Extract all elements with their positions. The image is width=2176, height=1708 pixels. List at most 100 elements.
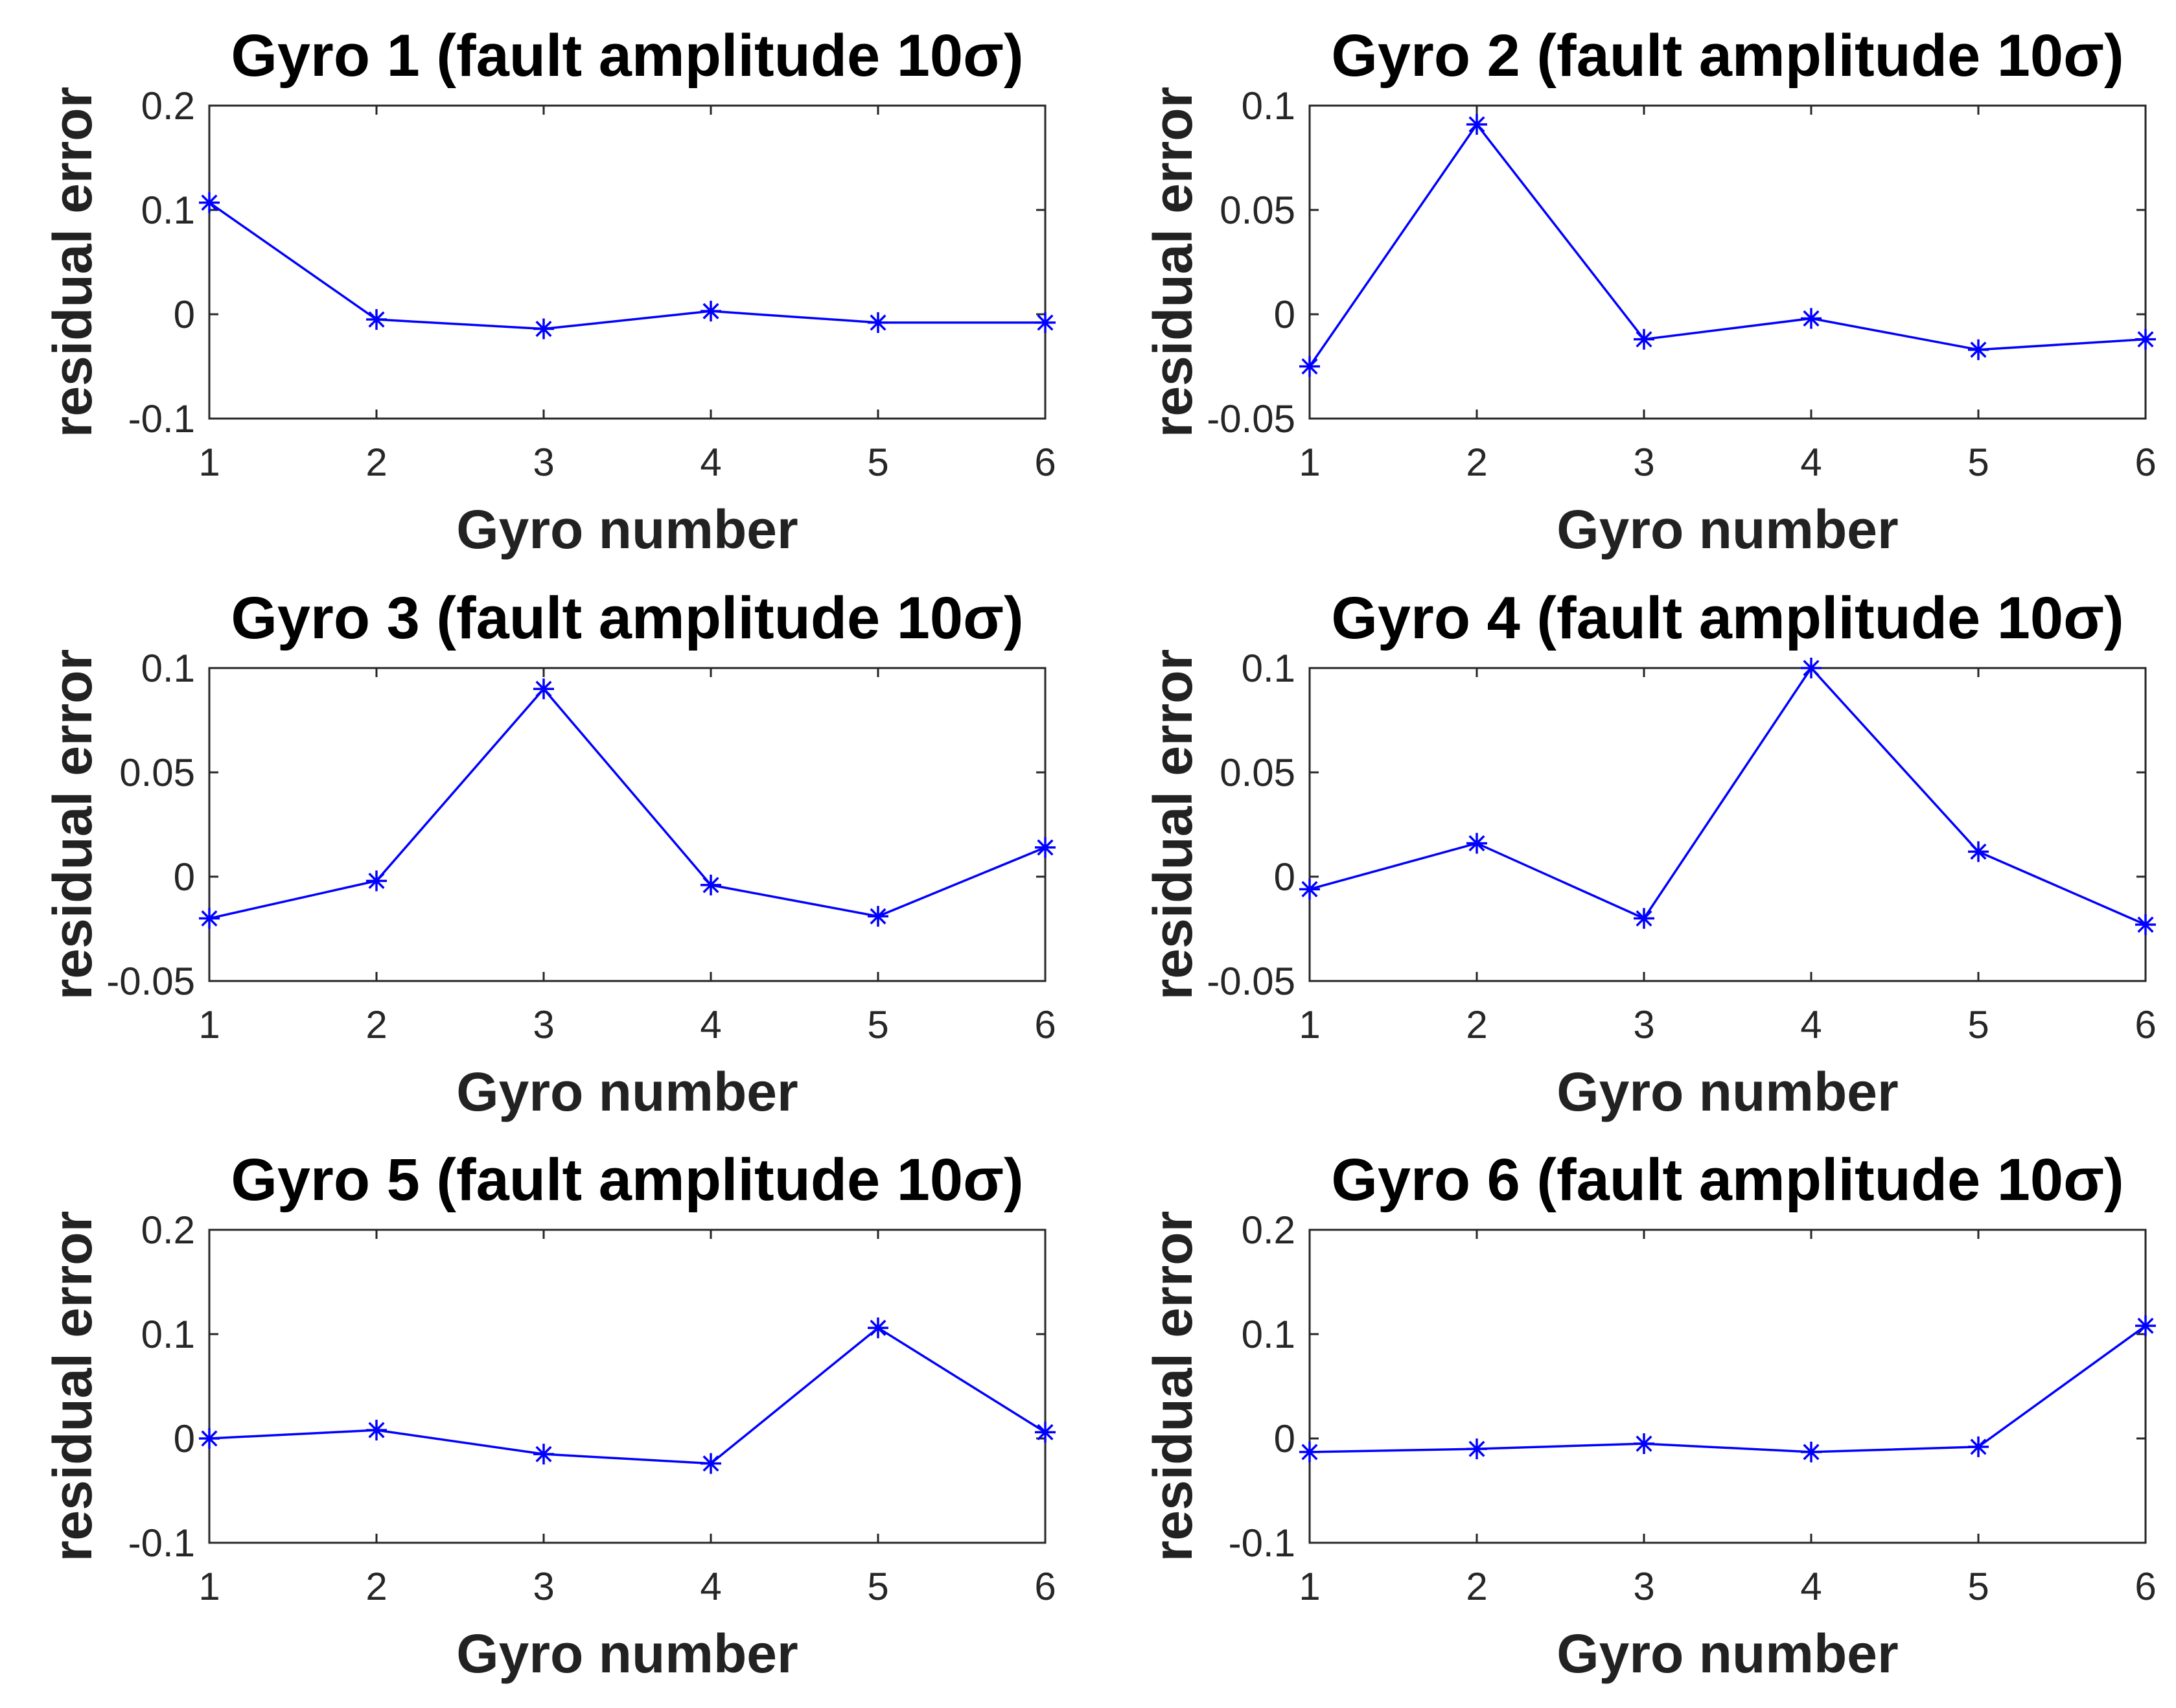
- data-point: [1968, 841, 1989, 862]
- x-tick-label: 4: [700, 1003, 721, 1046]
- data-point: [1299, 879, 1320, 900]
- y-tick-label: 0: [174, 1417, 195, 1460]
- data-point: [1299, 1441, 1320, 1462]
- subplot-gyro-4: Gyro 4 (fault amplitude 10σ) residual err…: [1142, 585, 2157, 1122]
- data-point: [2135, 914, 2156, 936]
- x-tick-label: 3: [533, 441, 554, 484]
- y-tick-label: 0: [1274, 1417, 1295, 1460]
- data-point: [366, 870, 387, 892]
- subplot-gyro-2: Gyro 2 (fault amplitude 10σ) residual err…: [1142, 23, 2157, 560]
- x-axis-label: Gyro number: [456, 1061, 798, 1122]
- data-point: [199, 1428, 220, 1449]
- x-tick-label: 1: [1299, 1565, 1320, 1608]
- y-tick-label: 0: [174, 855, 195, 899]
- plot-area: [208, 667, 1047, 982]
- series-line: [208, 202, 1045, 330]
- plot-area: [1308, 104, 2147, 420]
- x-tick-label: 1: [198, 441, 220, 484]
- x-tick-label: 2: [365, 1003, 387, 1046]
- data-point: [199, 908, 220, 929]
- y-tick-label: -0.1: [1229, 1521, 1295, 1565]
- subplot-title: Gyro 6 (fault amplitude 10σ): [1331, 1147, 2124, 1213]
- data-point: [1634, 329, 1654, 350]
- y-axis-label: residual error: [42, 649, 103, 1000]
- y-tick-label: 0.2: [141, 84, 195, 128]
- x-tick-label: 6: [2135, 441, 2156, 484]
- y-axis-label: residual error: [42, 1211, 103, 1562]
- x-tick-label: 6: [2135, 1565, 2156, 1608]
- data-point: [868, 1317, 888, 1339]
- y-tick-label: -0.1: [128, 397, 195, 441]
- x-tick-label: 4: [1800, 441, 1822, 484]
- series-line: [209, 1326, 1046, 1465]
- x-tick-label: 4: [1800, 1565, 1822, 1608]
- y-tick-label: 0: [1274, 855, 1295, 899]
- y-axis-label: residual error: [1142, 1211, 1203, 1562]
- y-tick-label: 0: [1274, 293, 1295, 336]
- subplot-title: Gyro 4 (fault amplitude 10σ): [1331, 585, 2124, 651]
- y-tick-label: 0.1: [1242, 1313, 1295, 1356]
- data-point: [1035, 1422, 1056, 1443]
- data-point: [1466, 113, 1487, 135]
- y-tick-label: 0.1: [1242, 647, 1295, 690]
- x-tick-label: 1: [198, 1003, 220, 1046]
- x-tick-label: 3: [1633, 441, 1654, 484]
- data-point: [700, 874, 721, 895]
- x-tick-label: 4: [700, 441, 721, 484]
- y-tick-label: 0.1: [1242, 84, 1295, 128]
- data-point: [1968, 1436, 1989, 1457]
- data-point: [1801, 308, 1822, 329]
- x-axis-label: Gyro number: [1557, 1623, 1898, 1684]
- plot-area: [208, 104, 1047, 420]
- data-point: [533, 318, 554, 340]
- data-point: [1968, 339, 1989, 360]
- x-tick-label: 5: [867, 1003, 888, 1046]
- y-tick-label: -0.1: [128, 1521, 195, 1565]
- data-point: [366, 1420, 387, 1441]
- data-point: [868, 312, 888, 333]
- x-tick-label: 1: [1299, 1003, 1320, 1046]
- subplot-gyro-5: Gyro 5 (fault amplitude 10σ) residual err…: [42, 1147, 1056, 1684]
- subplot-title: Gyro 2 (fault amplitude 10σ): [1331, 23, 2124, 89]
- x-tick-label: 2: [1466, 1565, 1487, 1608]
- y-tick-label: -0.05: [1207, 960, 1295, 1003]
- data-point: [700, 1453, 721, 1474]
- x-tick-label: 2: [365, 1565, 387, 1608]
- x-axis-label: Gyro number: [1557, 499, 1898, 560]
- x-tick-label: 5: [867, 1565, 888, 1608]
- data-point: [199, 192, 220, 213]
- data-point: [1466, 1438, 1487, 1460]
- data-point: [366, 309, 387, 330]
- y-tick-label: -0.05: [106, 960, 195, 1003]
- data-point: [868, 906, 888, 927]
- y-tick-label: 0.05: [119, 751, 195, 794]
- y-axis-label: residual error: [42, 87, 103, 438]
- x-tick-label: 2: [1466, 1003, 1487, 1046]
- x-tick-label: 6: [1034, 1565, 1056, 1608]
- subplot-title: Gyro 3 (fault amplitude 10σ): [231, 585, 1023, 651]
- series-line: [209, 687, 1046, 920]
- x-tick-label: 6: [1034, 1003, 1056, 1046]
- y-tick-label: 0.1: [141, 1313, 195, 1356]
- subplot-title: Gyro 1 (fault amplitude 10σ): [231, 23, 1023, 89]
- data-point: [2135, 329, 2156, 350]
- plot-area: [1308, 667, 2147, 982]
- data-point: [1466, 833, 1487, 854]
- x-tick-label: 5: [1967, 1565, 1989, 1608]
- y-tick-label: 0.2: [1242, 1208, 1295, 1252]
- x-tick-label: 3: [533, 1565, 554, 1608]
- x-tick-label: 2: [365, 441, 387, 484]
- y-tick-label: 0.2: [141, 1208, 195, 1252]
- subplot-gyro-3: Gyro 3 (fault amplitude 10σ) residual err…: [42, 585, 1056, 1122]
- x-axis-label: Gyro number: [456, 1623, 798, 1684]
- data-point: [533, 678, 554, 700]
- x-tick-label: 4: [700, 1565, 721, 1608]
- data-point: [1035, 837, 1056, 858]
- y-axis-label: residual error: [1142, 649, 1203, 1000]
- series-line: [1309, 666, 2146, 926]
- data-point: [1801, 658, 1822, 678]
- x-tick-label: 3: [533, 1003, 554, 1046]
- y-tick-label: -0.05: [1207, 397, 1295, 441]
- x-tick-label: 5: [1967, 1003, 1989, 1046]
- data-point: [1801, 1441, 1822, 1462]
